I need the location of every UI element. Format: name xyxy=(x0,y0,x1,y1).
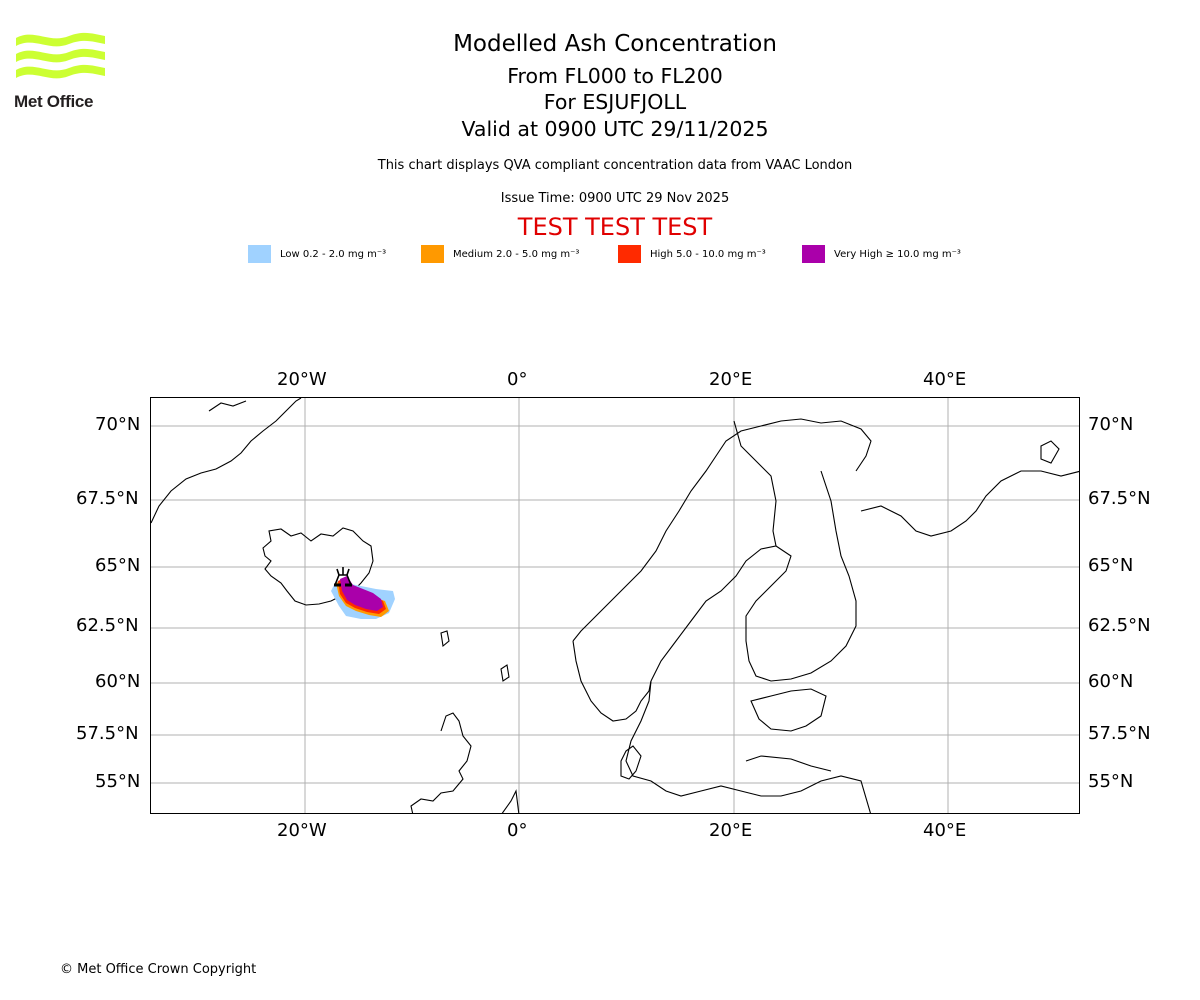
legend-label-low: Low 0.2 - 2.0 mg m⁻³ xyxy=(280,248,387,260)
legend-item-low: Low 0.2 - 2.0 mg m⁻³ xyxy=(248,245,386,263)
valid-time: Valid at 0900 UTC 29/11/2025 xyxy=(461,117,769,141)
lat-label-right-67-5: 67.5°N xyxy=(1088,488,1151,509)
legend-item-high: High 5.0 - 10.0 mg m⁻³ xyxy=(618,245,766,263)
lon-label-bottom-40e: 40°E xyxy=(923,820,967,841)
met-office-waves-icon xyxy=(16,32,105,79)
legend-label-high: High 5.0 - 10.0 mg m⁻³ xyxy=(650,248,766,260)
lat-label-left-65: 65°N xyxy=(95,555,141,576)
graticule xyxy=(151,398,1079,813)
lon-label-bottom-20e: 20°E xyxy=(709,820,753,841)
legend-swatch-high xyxy=(618,245,641,263)
lat-label-right-60: 60°N xyxy=(1088,671,1134,692)
lon-label-bottom-20w: 20°W xyxy=(277,820,327,841)
coastlines xyxy=(151,398,1079,813)
legend-label-very-high: Very High ≥ 10.0 mg m⁻³ xyxy=(834,248,961,260)
lon-label-top-0: 0° xyxy=(507,369,528,390)
lat-label-right-62-5: 62.5°N xyxy=(1088,615,1151,636)
ash-plume xyxy=(331,576,395,619)
legend-item-medium: Medium 2.0 - 5.0 mg m⁻³ xyxy=(421,245,579,263)
issue-time: Issue Time: 0900 UTC 29 Nov 2025 xyxy=(500,191,730,206)
lat-label-left-67-5: 67.5°N xyxy=(76,488,139,509)
lat-label-right-70: 70°N xyxy=(1088,414,1134,435)
chart-title: Modelled Ash Concentration xyxy=(453,31,777,57)
lat-label-right-65: 65°N xyxy=(1088,555,1134,576)
volcano-name: For ESJUFJOLL xyxy=(543,90,687,114)
lat-label-left-55: 55°N xyxy=(95,771,141,792)
lon-label-top-20e: 20°E xyxy=(709,369,753,390)
met-office-logo: Met Office xyxy=(14,30,106,112)
legend-swatch-medium xyxy=(421,245,444,263)
lat-label-left-60: 60°N xyxy=(95,671,141,692)
volcano-marker-icon xyxy=(334,567,352,587)
lat-label-left-62-5: 62.5°N xyxy=(76,615,139,636)
test-banner: TEST TEST TEST xyxy=(517,213,713,241)
lat-label-right-55: 55°N xyxy=(1088,771,1134,792)
flight-level-range: From FL000 to FL200 xyxy=(507,64,723,88)
legend-label-medium: Medium 2.0 - 5.0 mg m⁻³ xyxy=(453,248,580,260)
lon-label-bottom-0: 0° xyxy=(507,820,528,841)
map-panel xyxy=(150,397,1080,814)
legend-swatch-very-high xyxy=(802,245,825,263)
lat-label-left-57-5: 57.5°N xyxy=(76,723,139,744)
legend-swatch-low xyxy=(248,245,271,263)
lon-label-top-20w: 20°W xyxy=(277,369,327,390)
legend-item-very-high: Very High ≥ 10.0 mg m⁻³ xyxy=(802,245,961,263)
lon-label-top-40e: 40°E xyxy=(923,369,967,390)
met-office-logo-text: Met Office xyxy=(14,92,94,111)
copyright-notice: © Met Office Crown Copyright xyxy=(60,962,257,977)
lat-label-left-70: 70°N xyxy=(95,414,141,435)
map-canvas xyxy=(151,398,1079,813)
lat-label-right-57-5: 57.5°N xyxy=(1088,723,1151,744)
chart-description: This chart displays QVA compliant concen… xyxy=(377,158,853,173)
